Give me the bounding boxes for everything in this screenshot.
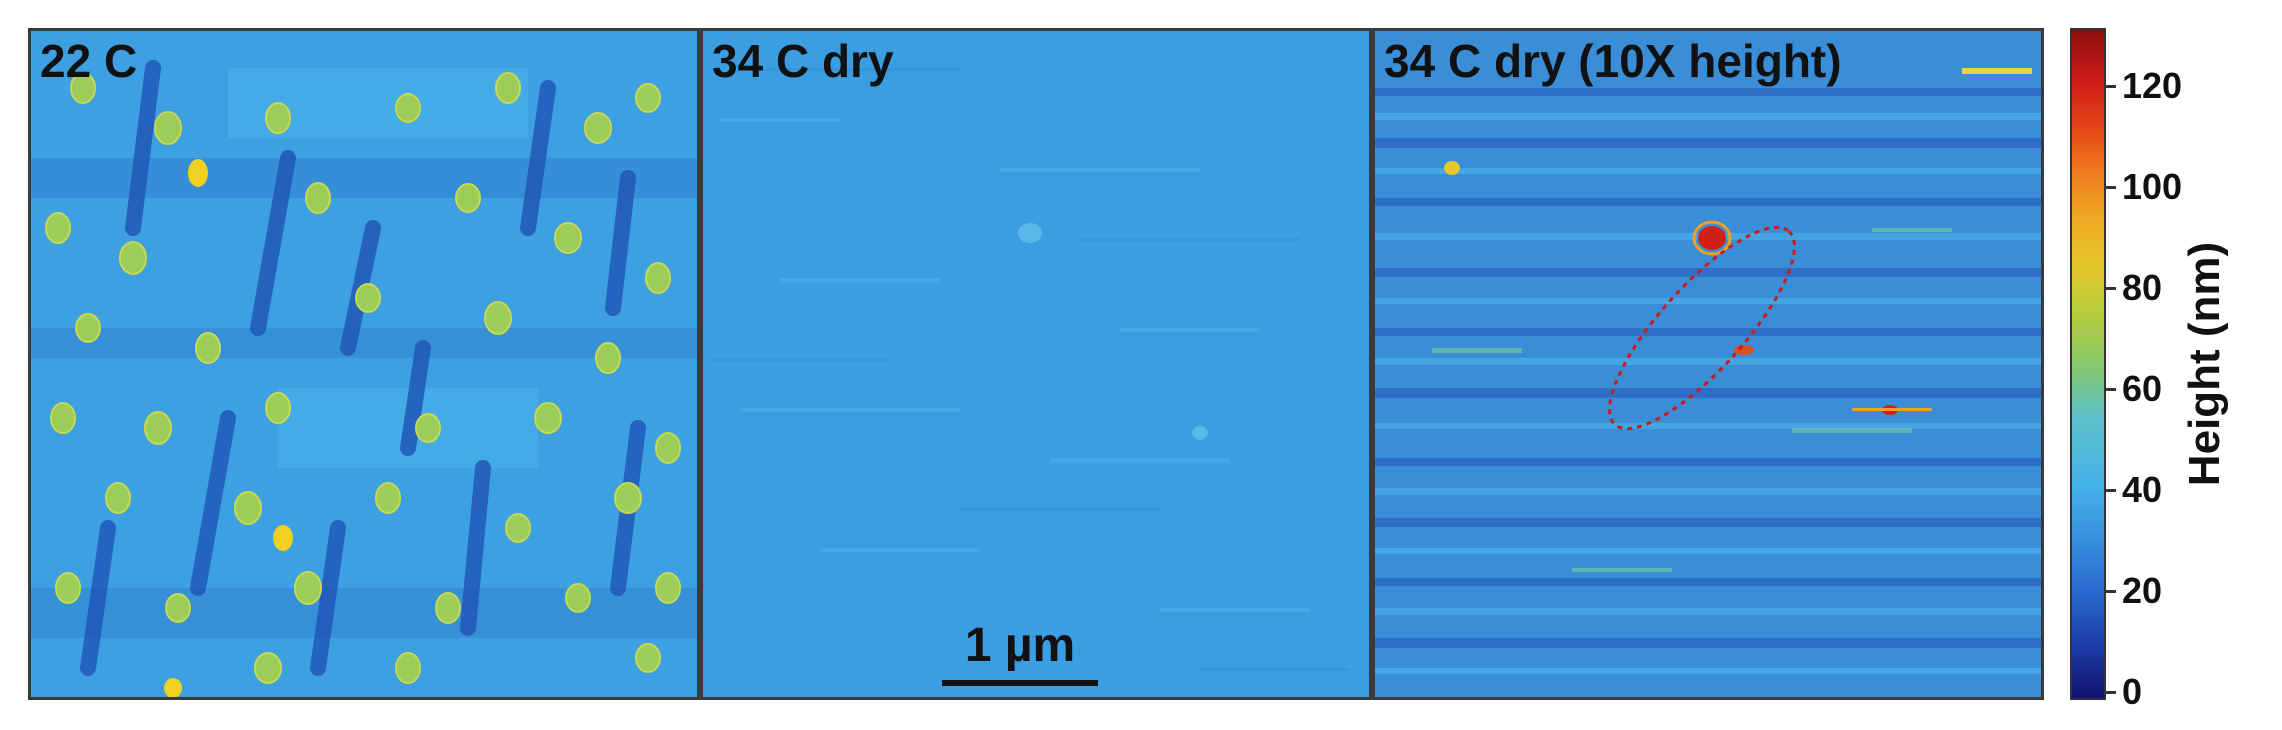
colorbar-tick-label: 40: [2122, 469, 2163, 511]
afm-image-34c-dry-10x: [1372, 28, 2044, 700]
panel-label: 22 C: [40, 35, 138, 87]
afm-panel-22c: 22 C: [28, 28, 700, 700]
colorbar-tick-label: 20: [2122, 570, 2163, 612]
colorbar-tick-label: 0: [2122, 671, 2143, 712]
panel-label: 34 C dry (10X height): [1384, 35, 1842, 87]
colorbar-tick: [2106, 186, 2116, 190]
colorbar-tick: [2106, 287, 2116, 291]
colorbar-tick: [2106, 590, 2116, 594]
colorbar-tick-label: 120: [2122, 65, 2183, 107]
scale-bar-label: 1 µm: [964, 619, 1076, 672]
scale-bar-line: [942, 680, 1098, 686]
colorbar-tick: [2106, 388, 2116, 392]
colorbar-title: Height (nm): [2180, 241, 2229, 487]
colorbar-tick: [2106, 691, 2116, 694]
colorbar-tick: [2106, 489, 2116, 493]
afm-image-22c: [28, 28, 700, 700]
colorbar-tick-label: 60: [2122, 368, 2163, 410]
afm-panel-34c-dry-10x: 34 C dry (10X height): [1372, 28, 2044, 700]
colorbar-gradient: [2070, 28, 2106, 700]
colorbar-tick-label: 80: [2122, 267, 2163, 309]
colorbar-tick: [2106, 85, 2116, 89]
height-colorbar: 0 20 40 60 80 100 120 Height (nm): [2070, 28, 2270, 712]
afm-image-34c-dry: [700, 28, 1372, 700]
panel-label: 34 C dry: [712, 35, 894, 87]
afm-panel-34c-dry: 34 C dry 1 µm: [700, 28, 1372, 700]
colorbar-tick-label: 100: [2122, 166, 2183, 208]
scale-bar: 1 µm: [932, 618, 1108, 688]
